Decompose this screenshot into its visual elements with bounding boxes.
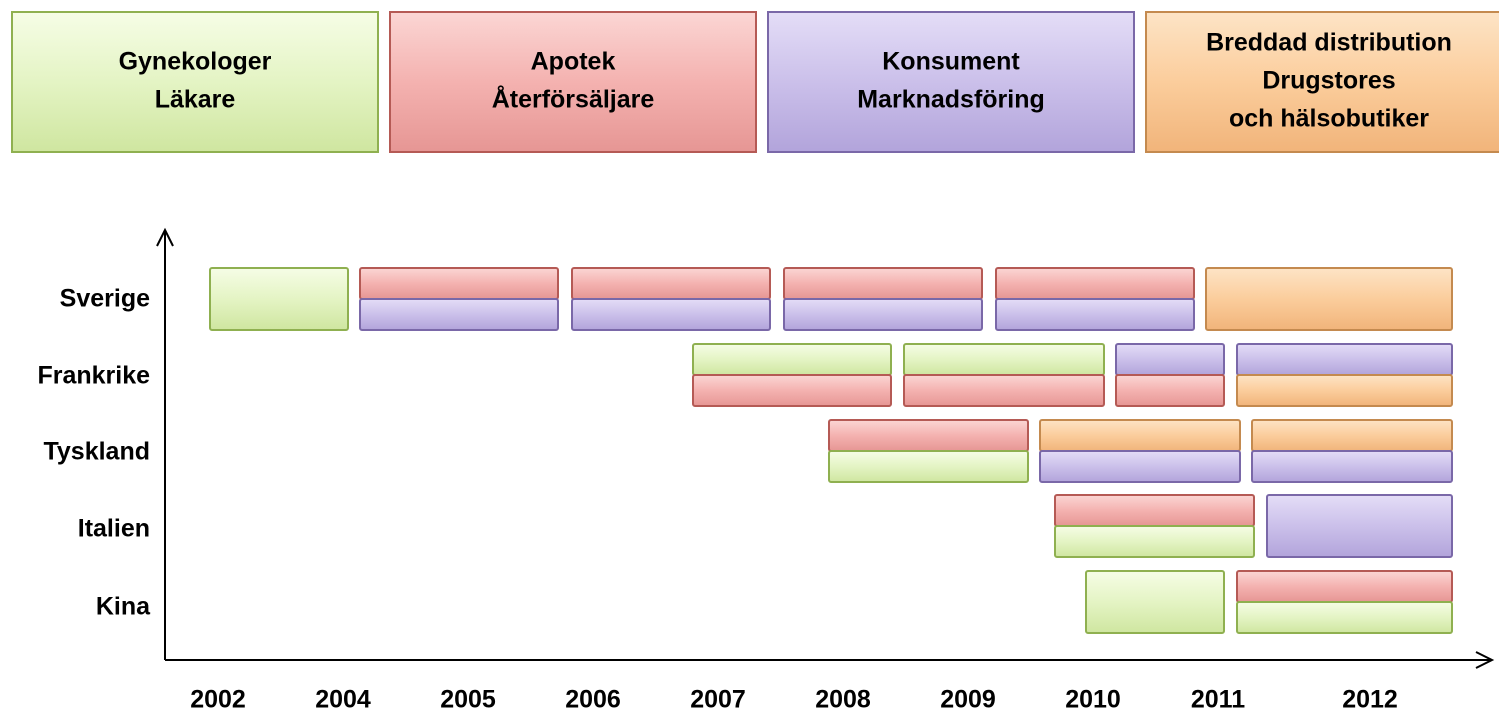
year-label: 2004 bbox=[315, 686, 371, 714]
timeline-bar bbox=[995, 267, 1195, 300]
timeline-bar bbox=[1085, 570, 1225, 634]
year-label: 2007 bbox=[690, 686, 746, 714]
year-label: 2010 bbox=[1065, 686, 1121, 714]
timeline-bar bbox=[571, 267, 771, 300]
timeline-bar bbox=[1251, 419, 1453, 452]
year-label: 2008 bbox=[815, 686, 871, 714]
header-text: och hälsobutiker bbox=[1229, 105, 1429, 133]
timeline-bar bbox=[1054, 494, 1255, 527]
timeline-bar bbox=[1039, 450, 1241, 483]
bars bbox=[209, 267, 1453, 634]
timeline-bar bbox=[1205, 267, 1453, 331]
year-label: 2005 bbox=[440, 686, 496, 714]
header-text: Återförsäljare bbox=[492, 85, 655, 114]
header: Gynekologer Läkare Apotek Återförsäljare Kon… bbox=[11, 11, 1499, 153]
timeline-bar bbox=[1054, 525, 1255, 558]
year-label: 2002 bbox=[190, 686, 246, 714]
header-box bbox=[767, 11, 1135, 153]
row-label: Tyskland bbox=[43, 438, 150, 466]
header-box bbox=[389, 11, 757, 153]
x-arrow bbox=[1475, 651, 1495, 669]
header-box bbox=[1145, 11, 1499, 153]
header-text: Marknadsföring bbox=[857, 86, 1045, 114]
row-label: Sverige bbox=[60, 285, 150, 313]
year-label: 2009 bbox=[940, 686, 996, 714]
timeline-bar bbox=[995, 298, 1195, 331]
axes bbox=[156, 227, 1495, 669]
timeline-bar bbox=[209, 267, 349, 331]
row-label: Frankrike bbox=[37, 362, 150, 390]
timeline-bar bbox=[903, 343, 1105, 376]
header-text: Gynekologer bbox=[119, 48, 272, 76]
timeline-bar bbox=[692, 374, 892, 407]
header-text: Konsument bbox=[882, 48, 1020, 76]
row-label: Kina bbox=[96, 593, 151, 621]
timeline-bar bbox=[1251, 450, 1453, 483]
y-arrow bbox=[156, 227, 174, 247]
header-text: Breddad distribution bbox=[1206, 29, 1452, 57]
header-box bbox=[11, 11, 379, 153]
timeline-bar bbox=[1266, 494, 1453, 558]
timeline-bar bbox=[828, 450, 1029, 483]
timeline-bar bbox=[1236, 374, 1453, 407]
timeline-bar bbox=[1236, 343, 1453, 376]
timeline-bar bbox=[1039, 419, 1241, 452]
timeline-bar bbox=[903, 374, 1105, 407]
header-text: Apotek bbox=[531, 48, 616, 76]
timeline-bar bbox=[1236, 570, 1453, 603]
timeline-bar bbox=[359, 298, 559, 331]
year-label: 2011 bbox=[1191, 686, 1245, 714]
timeline-bar bbox=[1236, 601, 1453, 634]
timeline-bar bbox=[1115, 343, 1225, 376]
timeline-bar bbox=[571, 298, 771, 331]
header-text: Läkare bbox=[155, 86, 236, 114]
labels: Sverige Frankrike Tyskland Italien Kina 2002 2… bbox=[37, 285, 1397, 714]
timeline-bar bbox=[692, 343, 892, 376]
timeline-bar bbox=[1115, 374, 1225, 407]
year-label: 2006 bbox=[565, 686, 621, 714]
header-text: Drugstores bbox=[1262, 67, 1395, 95]
timeline-bar bbox=[828, 419, 1029, 452]
timeline-bar bbox=[359, 267, 559, 300]
timeline-bar bbox=[783, 267, 983, 300]
row-label: Italien bbox=[78, 515, 150, 543]
timeline-bar bbox=[783, 298, 983, 331]
year-label: 2012 bbox=[1342, 686, 1398, 714]
